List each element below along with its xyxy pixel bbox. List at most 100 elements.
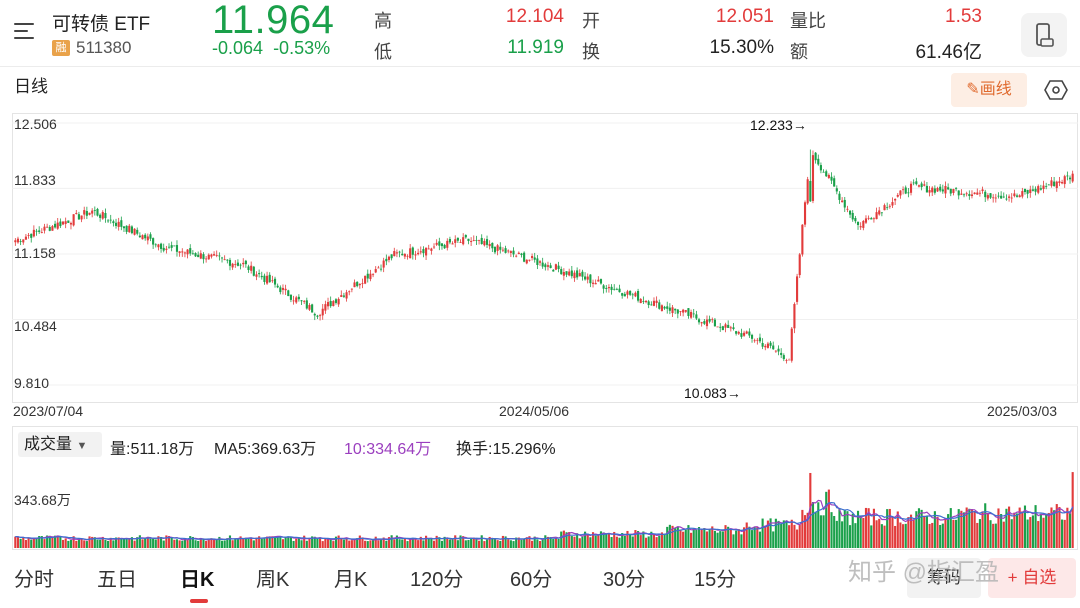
volume-bar [960, 510, 963, 548]
candle [258, 269, 261, 278]
volume-bar [414, 538, 417, 548]
candle-body [141, 235, 144, 240]
candle [1063, 174, 1066, 188]
candle-body [811, 155, 815, 201]
candle [324, 300, 327, 314]
candle [19, 238, 22, 246]
volume-bar [1010, 519, 1013, 548]
tab-intraday[interactable]: 分时 [14, 569, 54, 591]
candle-body [864, 218, 868, 223]
volume-bar [141, 539, 144, 548]
candle-body [727, 324, 730, 328]
candle [597, 276, 600, 282]
tab-30min[interactable]: 30分 [603, 569, 646, 591]
volume-bar [247, 538, 250, 548]
volume-bar [85, 541, 88, 548]
candle-body [525, 259, 528, 264]
candlestick-chart[interactable] [12, 113, 1078, 403]
candle-body [385, 258, 388, 262]
tab-five-day[interactable]: 五日 [97, 569, 137, 591]
phone-landscape-icon [1036, 23, 1054, 47]
volume-bar [1053, 510, 1056, 548]
volume-bar [801, 509, 804, 548]
volume-bar [676, 526, 679, 548]
volume-bar [915, 511, 918, 548]
chart-settings-button[interactable] [1043, 78, 1069, 102]
candle [382, 257, 385, 273]
volume-bar [724, 525, 727, 548]
candle [753, 338, 756, 343]
tab-daily-k[interactable]: 日K [180, 569, 215, 591]
candle-body [761, 342, 764, 347]
candle [1053, 176, 1056, 187]
candle [1013, 189, 1016, 198]
volume-bar [385, 540, 388, 548]
tab-weekly-k[interactable]: 周K [256, 569, 290, 591]
candle [448, 236, 451, 245]
candle-body [769, 342, 772, 346]
volume-y-tick: 343.68万 [14, 492, 71, 508]
candle [85, 206, 88, 220]
candle-body [989, 193, 992, 198]
volume-bar [962, 512, 966, 548]
draw-line-button[interactable]: ✎画线 [951, 73, 1027, 107]
volume-bar [708, 529, 711, 548]
volume-bar [867, 508, 870, 548]
volume-bar [30, 539, 33, 548]
caret-down-icon: ▼ [76, 440, 88, 452]
volume-bar [268, 536, 271, 548]
volume-bar [369, 540, 372, 548]
volume-chart[interactable] [12, 426, 1078, 550]
tab-15min[interactable]: 15分 [694, 569, 737, 591]
candle-body [403, 253, 406, 257]
amount-value: 61.46亿 [915, 42, 982, 63]
candle [228, 257, 232, 271]
candle-body [631, 294, 634, 296]
candle [133, 228, 136, 236]
candle-body [806, 179, 809, 204]
volume-bar [923, 515, 926, 548]
volume-bar [782, 520, 785, 548]
volume-bar [443, 536, 446, 548]
chip-distribution-button[interactable]: 筹码 [907, 558, 981, 598]
candle-body [228, 259, 232, 266]
candle-body [904, 187, 907, 194]
candle-body [398, 251, 401, 253]
tab-monthly-k[interactable]: 月K [334, 569, 368, 591]
candle [920, 181, 923, 191]
candle-body [417, 252, 420, 255]
candle-body [491, 242, 494, 249]
candle-body [35, 230, 38, 232]
candle [960, 189, 963, 195]
volume-bar [703, 528, 706, 548]
candle [846, 205, 849, 213]
candle-body [891, 202, 894, 206]
volume-bar [1034, 505, 1037, 548]
candle [178, 251, 181, 257]
volume-bar [101, 536, 104, 548]
volume-bar [382, 537, 385, 548]
volume-bar [488, 536, 491, 548]
candle-body [340, 295, 343, 297]
candle-body [46, 226, 49, 228]
candle [740, 328, 743, 339]
tab-60min[interactable]: 60分 [510, 569, 553, 591]
candle-body [451, 243, 454, 245]
candle [326, 297, 330, 310]
add-to-watchlist-button[interactable]: + 自选 [988, 558, 1076, 598]
volume-bar [854, 523, 857, 548]
volume-bar [255, 537, 258, 548]
tab-120min[interactable]: 120分 [410, 569, 464, 591]
volume-indicator-select[interactable]: 成交量 ▼ [18, 432, 102, 457]
candle [621, 292, 624, 299]
candle-body [427, 248, 430, 250]
list-menu-icon[interactable] [14, 22, 36, 40]
landscape-button[interactable] [1021, 13, 1067, 57]
volume-bar [160, 536, 163, 548]
candle-body [584, 276, 587, 280]
candle [997, 192, 1000, 199]
candle [109, 214, 112, 224]
candle-body [621, 293, 624, 296]
candle [727, 320, 730, 328]
volume-bar [210, 538, 213, 548]
